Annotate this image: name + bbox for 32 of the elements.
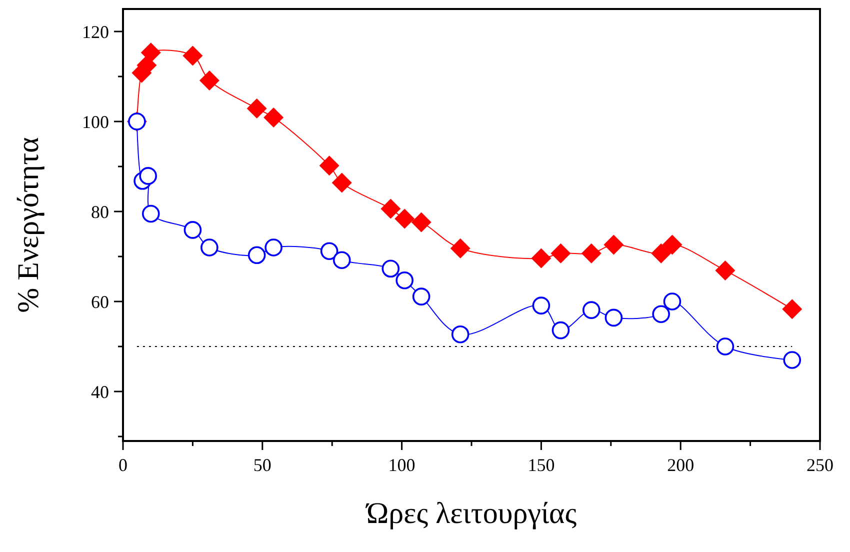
point — [651, 243, 672, 264]
point — [450, 238, 470, 258]
point — [264, 107, 284, 128]
y-tick-label: 100 — [82, 112, 109, 132]
point — [182, 46, 203, 66]
x-tick-label: 200 — [667, 455, 694, 475]
point — [581, 243, 602, 264]
point — [319, 156, 340, 176]
x-tick-label: 150 — [528, 455, 555, 475]
x-tick-label: 100 — [388, 455, 416, 475]
point — [380, 198, 401, 219]
y-tick-label: 40 — [91, 382, 109, 402]
point — [140, 42, 161, 63]
point — [550, 243, 571, 264]
point — [782, 299, 802, 320]
point — [662, 234, 682, 255]
y-tick-label: 120 — [82, 22, 109, 42]
x-tick-label: 250 — [806, 455, 834, 475]
y-axis-title: % Ενεργότητα — [12, 136, 45, 313]
point — [332, 172, 352, 193]
x-tick-label: 50 — [253, 455, 272, 475]
point — [411, 212, 432, 232]
x-tick-label: 0 — [118, 455, 128, 475]
point — [246, 98, 267, 118]
point — [604, 234, 624, 255]
point — [394, 208, 415, 229]
y-tick-label: 80 — [91, 202, 109, 222]
point — [199, 70, 220, 91]
x-axis-title: Ώρες λειτουργίας — [365, 497, 577, 530]
y-tick-label: 60 — [91, 292, 109, 312]
point — [531, 248, 552, 268]
point — [715, 260, 736, 280]
